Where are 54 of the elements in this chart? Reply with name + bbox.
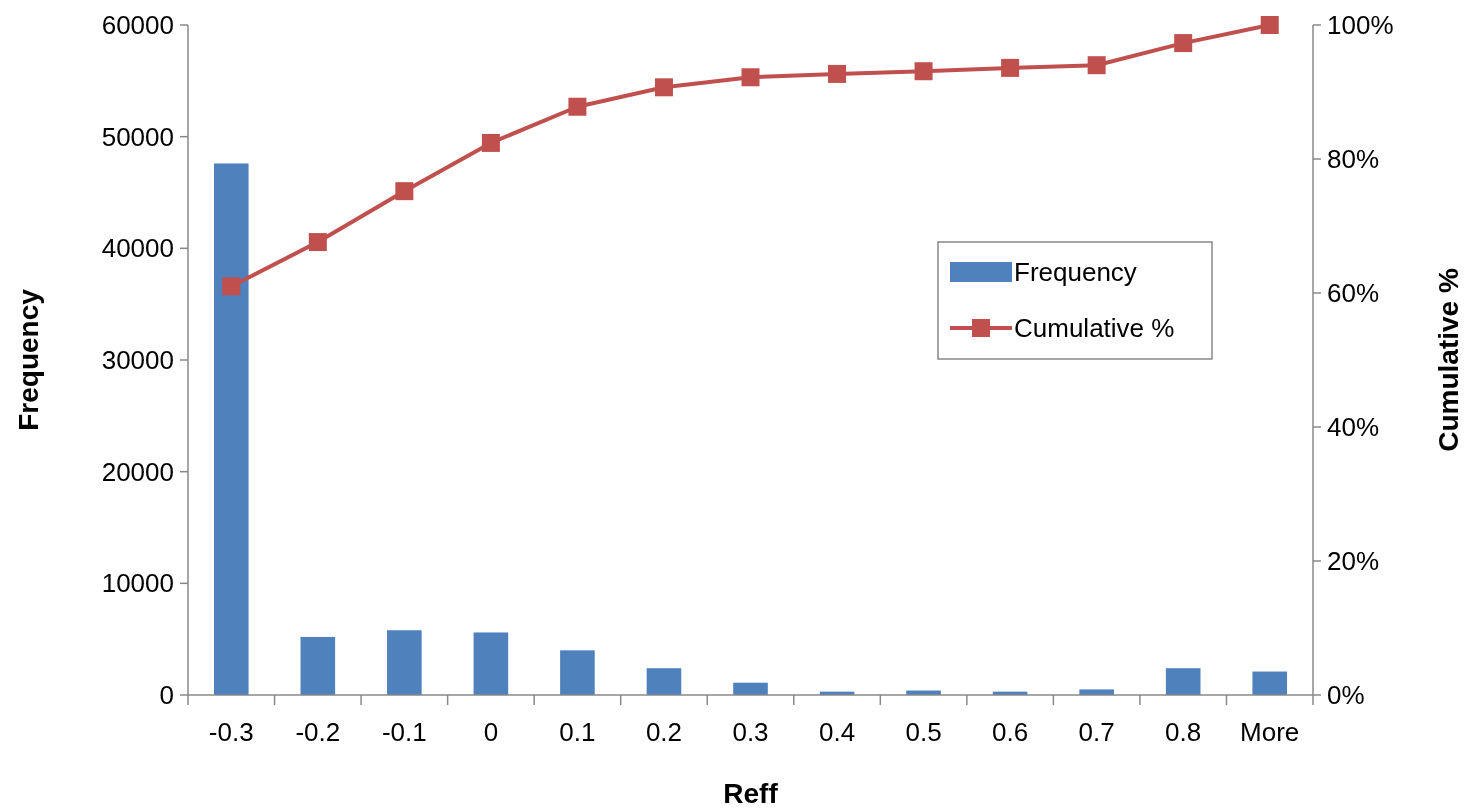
point bbox=[741, 68, 760, 87]
bar bbox=[473, 632, 509, 695]
x-tick-label: -0.3 bbox=[208, 717, 254, 747]
point bbox=[1001, 58, 1020, 77]
bar bbox=[1079, 689, 1114, 695]
y2-tick-label: 60% bbox=[1327, 278, 1380, 309]
point bbox=[308, 233, 327, 252]
bar bbox=[1252, 671, 1288, 695]
x-tick-label: More bbox=[1240, 717, 1300, 747]
bar bbox=[733, 682, 768, 695]
bar bbox=[213, 163, 249, 695]
bar bbox=[1165, 668, 1201, 695]
y2-tick-label: 100% bbox=[1327, 10, 1394, 41]
point bbox=[828, 64, 847, 83]
y-tick-label: 60000 bbox=[101, 10, 174, 41]
y2-tick-label: 0% bbox=[1327, 680, 1365, 711]
x-tick-label: 0.8 bbox=[1165, 717, 1202, 747]
y2-tick-label: 40% bbox=[1327, 412, 1380, 443]
bar bbox=[646, 668, 682, 695]
bar bbox=[387, 630, 422, 695]
y2-tick-label: 20% bbox=[1327, 546, 1380, 577]
legend-label: Cumulative % bbox=[1014, 313, 1175, 344]
y-tick-label: 40000 bbox=[101, 233, 174, 264]
x-tick-label: 0.6 bbox=[992, 717, 1029, 747]
point bbox=[914, 62, 933, 81]
point bbox=[568, 97, 587, 116]
legend-label: Frequency bbox=[1014, 257, 1137, 288]
x-tick-label: -0.2 bbox=[295, 717, 341, 747]
y-axis-title: Frequency bbox=[13, 288, 44, 431]
point bbox=[1087, 56, 1106, 75]
point bbox=[222, 277, 241, 296]
x-axis-title: Reff bbox=[723, 778, 779, 809]
y-tick-label: 20000 bbox=[101, 456, 174, 487]
point bbox=[1260, 16, 1279, 34]
x-tick-label: 0.7 bbox=[1078, 717, 1115, 747]
x-tick-label: 0.1 bbox=[559, 717, 596, 747]
y2-axis-title: Cumulative % bbox=[1433, 268, 1464, 452]
x-tick-label: -0.1 bbox=[381, 717, 427, 747]
x-tick-label: 0.5 bbox=[905, 717, 942, 747]
y-tick-label: 10000 bbox=[101, 568, 174, 599]
x-tick-label: 0.4 bbox=[818, 717, 856, 747]
x-tick-label: 0.3 bbox=[732, 717, 769, 747]
y-tick-label: 30000 bbox=[101, 345, 174, 376]
point bbox=[654, 78, 673, 97]
bar bbox=[300, 636, 336, 695]
point bbox=[1174, 34, 1193, 53]
bar bbox=[560, 650, 595, 695]
point bbox=[481, 133, 500, 152]
y-tick-label: 0 bbox=[159, 680, 174, 711]
point bbox=[395, 182, 414, 201]
y2-tick-label: 80% bbox=[1327, 144, 1380, 175]
x-tick-label: 0 bbox=[483, 717, 499, 747]
y-tick-label: 50000 bbox=[101, 121, 174, 152]
x-tick-label: 0.2 bbox=[645, 717, 683, 747]
